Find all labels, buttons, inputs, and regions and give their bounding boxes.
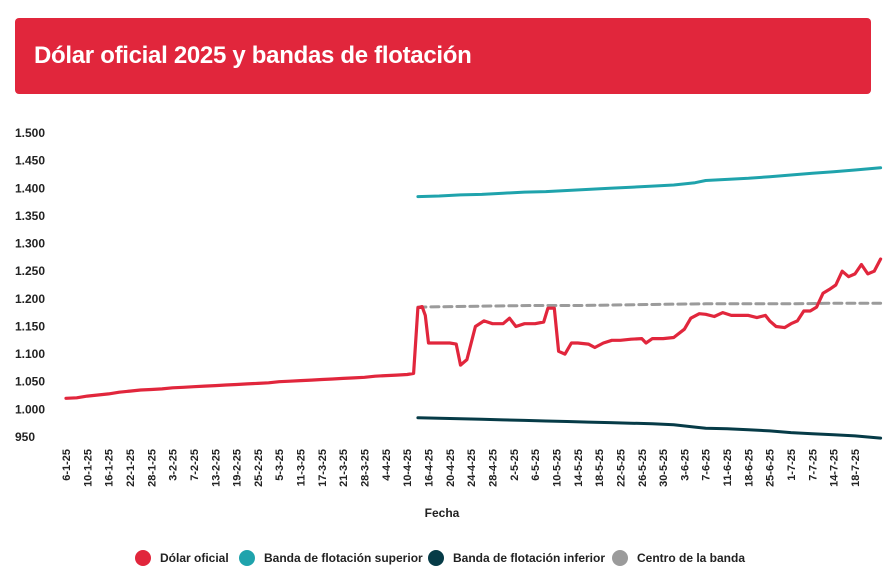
x-tick-label: 7-7-25: [807, 449, 819, 481]
x-tick-label: 28-4-25: [487, 449, 499, 487]
legend-item: Banda de flotación inferior: [428, 548, 605, 568]
x-tick-label: 18-7-25: [850, 449, 862, 487]
x-tick-label: 24-4-25: [466, 449, 478, 487]
x-tick-label: 20-4-25: [445, 449, 457, 487]
chart-title-banner: Dólar oficial 2025 y bandas de flotación: [15, 18, 871, 94]
x-tick-label: 18-6-25: [743, 449, 755, 487]
legend-item: Centro de la banda: [612, 548, 745, 568]
x-tick-label: 28-1-25: [146, 449, 158, 487]
y-tick-label: 1.500: [15, 126, 45, 140]
x-tick-label: 30-5-25: [658, 449, 670, 487]
x-tick-label: 6-1-25: [61, 449, 73, 481]
x-tick-label: 6-5-25: [530, 449, 542, 481]
x-tick-label: 13-2-25: [210, 449, 222, 487]
x-tick-label: 18-5-25: [594, 449, 606, 487]
legend: Dólar oficial Banda de flotación superior…: [0, 548, 887, 568]
legend-swatch: [612, 550, 628, 566]
y-tick-label: 950: [15, 430, 35, 444]
x-tick-label: 25-6-25: [765, 449, 777, 487]
x-tick-label: 28-3-25: [360, 449, 372, 487]
x-axis: 6-1-25 10-1-25 16-1-25 22-1-25 28-1-25 3-2-25…: [61, 449, 862, 487]
y-tick-label: 1.450: [15, 154, 45, 168]
x-tick-label: 5-3-25: [274, 449, 286, 481]
x-tick-label: 19-2-25: [232, 449, 244, 487]
y-tick-label: 1.000: [15, 402, 45, 416]
legend-item: Dólar oficial: [135, 548, 229, 568]
x-tick-label: 11-6-25: [722, 449, 734, 486]
series-line-0: [64, 257, 883, 400]
x-tick-label: 26-5-25: [637, 449, 649, 487]
x-tick-label: 7-6-25: [701, 449, 713, 481]
x-tick-label: 14-5-25: [573, 449, 585, 487]
legend-item: Banda de flotación superior: [239, 548, 423, 568]
legend-swatch: [135, 550, 151, 566]
y-tick-label: 1.100: [15, 347, 45, 361]
x-tick-label: 4-4-25: [381, 449, 393, 481]
legend-label: Banda de flotación inferior: [453, 551, 606, 565]
y-tick-label: 1.050: [15, 375, 45, 389]
legend-swatch: [239, 550, 255, 566]
x-tick-label: 1-7-25: [786, 449, 798, 481]
x-tick-label: 10-5-25: [551, 449, 563, 487]
x-axis-label: Fecha: [425, 506, 460, 520]
x-tick-label: 3-6-25: [679, 449, 691, 481]
x-tick-label: 10-1-25: [82, 449, 94, 487]
y-tick-label: 1.400: [15, 181, 45, 195]
x-tick-label: 21-3-25: [338, 449, 350, 487]
y-tick-label: 1.200: [15, 292, 45, 306]
x-tick-label: 25-2-25: [253, 449, 265, 487]
legend-label: Dólar oficial: [160, 551, 229, 565]
y-axis: 1.500 1.450 1.400 1.350 1.300 1.250 1.200 1.150…: [15, 126, 45, 444]
y-tick-label: 1.150: [15, 319, 45, 333]
x-tick-label: 16-1-25: [104, 449, 116, 487]
y-tick-label: 1.250: [15, 264, 45, 278]
x-tick-label: 3-2-25: [168, 449, 180, 481]
legend-label: Centro de la banda: [637, 551, 746, 565]
x-tick-label: 22-1-25: [125, 449, 137, 487]
chart-title: Dólar oficial 2025 y bandas de flotación: [34, 42, 472, 69]
legend-label: Banda de flotación superior: [264, 551, 423, 565]
series-line-1: [416, 166, 883, 199]
x-tick-label: 22-5-25: [615, 449, 627, 487]
x-tick-label: 11-3-25: [296, 449, 308, 486]
legend-swatch: [428, 550, 444, 566]
series-line-3: [416, 301, 883, 309]
line-chart: 1.500 1.450 1.400 1.350 1.300 1.250 1.200 1.150…: [15, 126, 883, 520]
x-tick-label: 7-2-25: [189, 449, 201, 481]
x-tick-label: 2-5-25: [509, 449, 521, 481]
y-tick-label: 1.300: [15, 237, 45, 251]
series-line-2: [416, 416, 883, 440]
x-tick-label: 16-4-25: [424, 449, 436, 487]
x-tick-label: 14-7-25: [829, 449, 841, 487]
x-tick-label: 17-3-25: [317, 449, 329, 487]
series-lines: [64, 166, 883, 440]
x-tick-label: 10-4-25: [402, 449, 414, 487]
y-tick-label: 1.350: [15, 209, 45, 223]
